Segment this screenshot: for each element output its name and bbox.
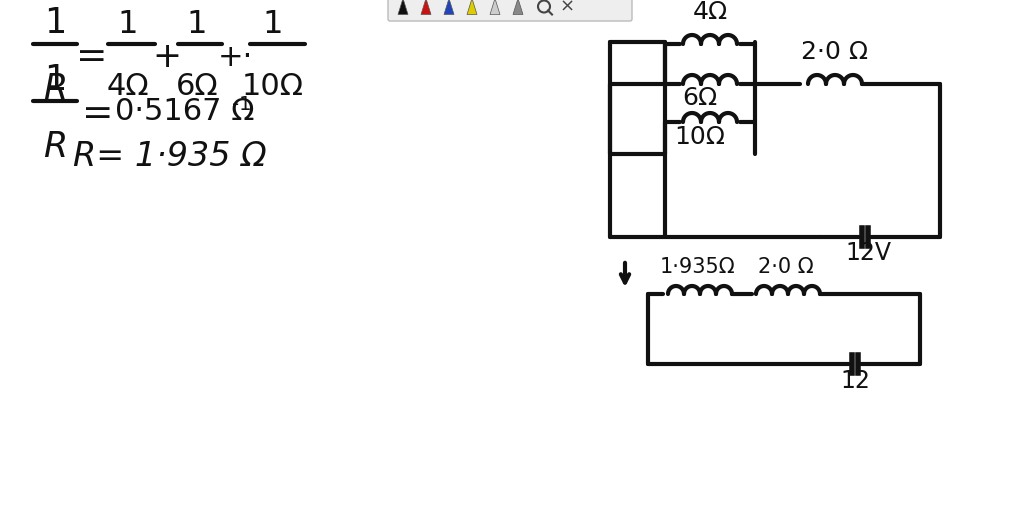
Text: +: + (153, 40, 181, 74)
Text: R= 1·935 Ω: R= 1·935 Ω (73, 140, 267, 174)
Text: 1: 1 (118, 9, 138, 40)
Text: =: = (82, 96, 114, 132)
FancyBboxPatch shape (388, 0, 632, 21)
Polygon shape (421, 0, 431, 14)
Text: 2·0 Ω: 2·0 Ω (758, 257, 814, 277)
Text: 1: 1 (186, 9, 207, 40)
Text: ×: × (559, 0, 574, 15)
Text: 1·935Ω: 1·935Ω (660, 257, 736, 277)
Text: =: = (76, 39, 108, 75)
Text: -1: -1 (232, 96, 252, 115)
Text: 1: 1 (263, 9, 284, 40)
Text: 4Ω: 4Ω (106, 72, 150, 101)
Polygon shape (398, 0, 408, 14)
Polygon shape (444, 0, 454, 14)
Text: 12V: 12V (845, 241, 891, 265)
Text: 4Ω: 4Ω (692, 0, 728, 24)
Text: 10Ω: 10Ω (675, 125, 725, 149)
Text: R: R (43, 130, 67, 164)
Text: 6Ω: 6Ω (176, 72, 218, 101)
Text: 1: 1 (44, 63, 67, 97)
Polygon shape (467, 0, 477, 14)
Polygon shape (513, 0, 523, 14)
Text: 0·5167 Ω: 0·5167 Ω (116, 97, 255, 126)
Text: 2·0 Ω: 2·0 Ω (802, 40, 868, 64)
Text: 6Ω: 6Ω (682, 86, 718, 110)
Text: 10Ω: 10Ω (242, 72, 304, 101)
Text: 1: 1 (44, 6, 67, 40)
Text: R: R (43, 72, 67, 106)
Text: 12: 12 (840, 369, 870, 393)
Text: +·: +· (217, 42, 253, 72)
Polygon shape (490, 0, 500, 14)
